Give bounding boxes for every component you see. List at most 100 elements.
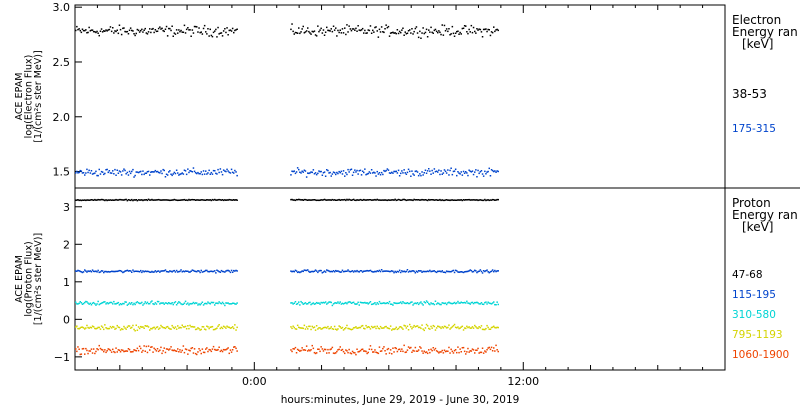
data-point <box>145 172 148 174</box>
data-point <box>293 170 295 172</box>
data-point <box>413 30 415 33</box>
data-point <box>410 32 412 34</box>
data-point <box>228 303 230 305</box>
data-point <box>177 32 179 34</box>
data-point <box>198 327 200 330</box>
data-point <box>155 171 158 173</box>
data-point <box>313 326 316 328</box>
data-point <box>296 167 299 169</box>
data-point <box>411 170 413 172</box>
data-point <box>191 325 194 328</box>
data-point <box>322 29 325 31</box>
data-point <box>434 28 437 31</box>
data-point <box>495 199 497 201</box>
data-point <box>80 271 83 273</box>
data-point <box>442 34 445 36</box>
data-point <box>365 173 367 176</box>
data-point <box>298 168 300 171</box>
data-point <box>307 199 309 201</box>
data-point <box>465 302 467 304</box>
data-point <box>494 303 496 306</box>
data-point <box>335 352 337 354</box>
data-point <box>126 326 129 328</box>
data-point <box>152 199 154 201</box>
data-point <box>495 171 497 173</box>
data-point <box>333 302 336 304</box>
data-point <box>383 327 385 329</box>
data-point <box>135 171 137 173</box>
data-point <box>183 169 186 171</box>
data-point <box>369 172 372 174</box>
data-point <box>365 32 367 34</box>
data-point <box>215 302 217 304</box>
data-point <box>336 270 338 272</box>
data-point <box>440 199 442 202</box>
data-point <box>200 352 202 355</box>
data-point <box>369 345 372 347</box>
data-point <box>479 171 482 173</box>
data-point <box>149 302 151 305</box>
data-point <box>461 325 464 328</box>
data-point <box>388 172 391 174</box>
data-point <box>440 271 442 273</box>
data-point <box>300 31 302 33</box>
data-point <box>179 199 181 201</box>
data-point <box>161 270 163 272</box>
data-point <box>423 32 425 35</box>
data-point <box>171 199 173 201</box>
data-point <box>357 327 359 329</box>
data-point <box>378 300 381 303</box>
data-point <box>156 326 159 328</box>
data-point <box>156 348 159 350</box>
data-point <box>330 175 332 177</box>
data-point <box>135 270 137 272</box>
data-point <box>100 325 103 327</box>
data-point <box>336 35 338 37</box>
data-point <box>448 270 450 273</box>
data-point <box>96 30 98 33</box>
data-point <box>220 326 223 329</box>
data-point <box>383 199 385 201</box>
data-point <box>118 269 121 272</box>
data-point <box>391 171 393 174</box>
data-point <box>215 349 217 351</box>
data-point <box>202 304 205 306</box>
data-point <box>206 347 208 349</box>
data-point <box>373 271 375 273</box>
data-point <box>217 26 219 29</box>
data-point <box>356 169 358 172</box>
data-point <box>185 199 188 201</box>
data-point <box>125 301 127 303</box>
data-point <box>380 171 383 174</box>
data-point <box>143 173 145 176</box>
data-point <box>385 353 387 355</box>
data-point <box>349 301 352 303</box>
data-point <box>169 170 171 172</box>
data-point <box>159 26 161 28</box>
data-point <box>109 271 112 273</box>
data-point <box>384 270 386 272</box>
data-point <box>490 270 493 272</box>
data-point <box>294 269 297 272</box>
data-point <box>398 269 401 272</box>
data-point <box>337 172 339 175</box>
data-point <box>84 353 86 355</box>
data-point <box>358 326 360 329</box>
data-point <box>229 199 232 201</box>
data-point <box>88 199 90 201</box>
data-point <box>234 346 236 348</box>
data-point <box>311 30 313 33</box>
data-point <box>109 349 112 352</box>
data-point <box>403 198 405 201</box>
data-point <box>385 270 387 272</box>
data-point <box>361 271 364 273</box>
data-point <box>124 30 126 33</box>
data-point <box>127 303 130 305</box>
data-point <box>308 325 310 328</box>
data-point <box>304 31 307 33</box>
data-point <box>296 271 299 274</box>
data-point <box>153 31 155 34</box>
data-point <box>87 302 89 304</box>
data-point <box>170 303 172 305</box>
data-point <box>367 172 369 175</box>
